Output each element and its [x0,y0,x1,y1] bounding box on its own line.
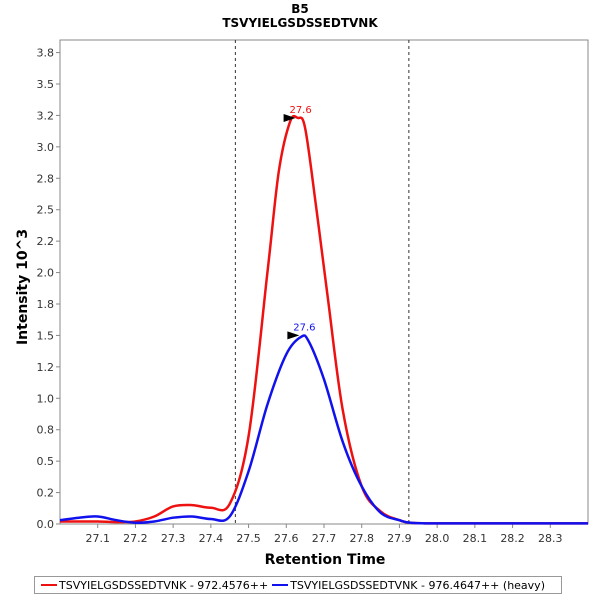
x-tick-label: 28.3 [538,532,563,545]
legend-item-heavy: TSVYIELGSDSSEDTVNK - 976.4647++ (heavy) [272,579,545,592]
x-tick-label: 27.4 [199,532,224,545]
y-tick-label: 3.8 [37,47,55,60]
plot-area: 27.1 27.2 27.3 27.4 27.5 27.6 27.7 27.8 27.9 28.0… [37,39,589,545]
x-tick-label: 27.6 [274,532,299,545]
y-tick-label: 2.5 [37,204,55,217]
legend-swatch-red [41,584,57,586]
x-tick-label: 27.5 [236,532,261,545]
y-tick-label: 2.0 [37,267,55,280]
series-line-heavy [59,334,588,525]
peak-marker [283,113,296,122]
legend: TSVYIELGSDSSEDTVNK - 972.4576++ TSVYIELG… [34,576,562,594]
legend-label-light: TSVYIELGSDSSEDTVNK - 972.4576++ [59,578,269,592]
legend-item-light: TSVYIELGSDSSEDTVNK - 972.4576++ [41,579,268,592]
x-tick-label: 27.1 [85,532,110,545]
legend-swatch-blue [272,584,289,586]
y-tick-label: 3.2 [37,109,55,122]
y-tick-label: 1.8 [37,298,55,311]
y-tick-label: 1.5 [37,329,55,342]
x-axis-label: Retention Time [265,552,386,568]
y-tick-label: 0.8 [37,424,55,437]
x-tick-label: 28.1 [463,532,488,545]
peak-label: 27.6 [293,322,315,333]
y-tick-label: 2.8 [37,172,55,185]
chart-title: B5 [291,2,309,16]
x-tick-label: 27.7 [312,532,337,545]
legend-label-heavy: TSVYIELGSDSSEDTVNK - 976.4647++ (heavy) [290,578,545,592]
y-axis-label: Intensity 10^3 [15,229,31,345]
x-tick-label: 27.9 [387,532,412,545]
y-tick-label: 0.0 [37,518,55,531]
y-tick-label: 0.2 [37,487,55,500]
x-tick-label: 27.3 [161,532,186,545]
y-tick-label: 1.0 [37,392,55,405]
y-tick-label: 1.2 [37,361,55,374]
peak-marker [287,331,300,340]
y-tick-label: 3.5 [37,78,55,91]
y-tick-label: 0.5 [37,455,55,468]
y-tick-label: 2.2 [37,235,55,248]
chromatogram-chart: 27.1 27.2 27.3 27.4 27.5 27.6 27.7 27.8 27.9 28.0… [15,39,589,568]
chart-subtitle: TSVYIELGSDSSEDTVNK [222,16,378,30]
x-tick-label: 28.2 [500,532,525,545]
x-tick-label: 27.8 [349,532,374,545]
x-tick-label: 28.0 [425,532,450,545]
x-tick-label: 27.2 [123,532,148,545]
plot-frame [59,39,589,525]
y-tick-label: 3.0 [37,141,55,154]
peak-label: 27.6 [289,105,311,116]
